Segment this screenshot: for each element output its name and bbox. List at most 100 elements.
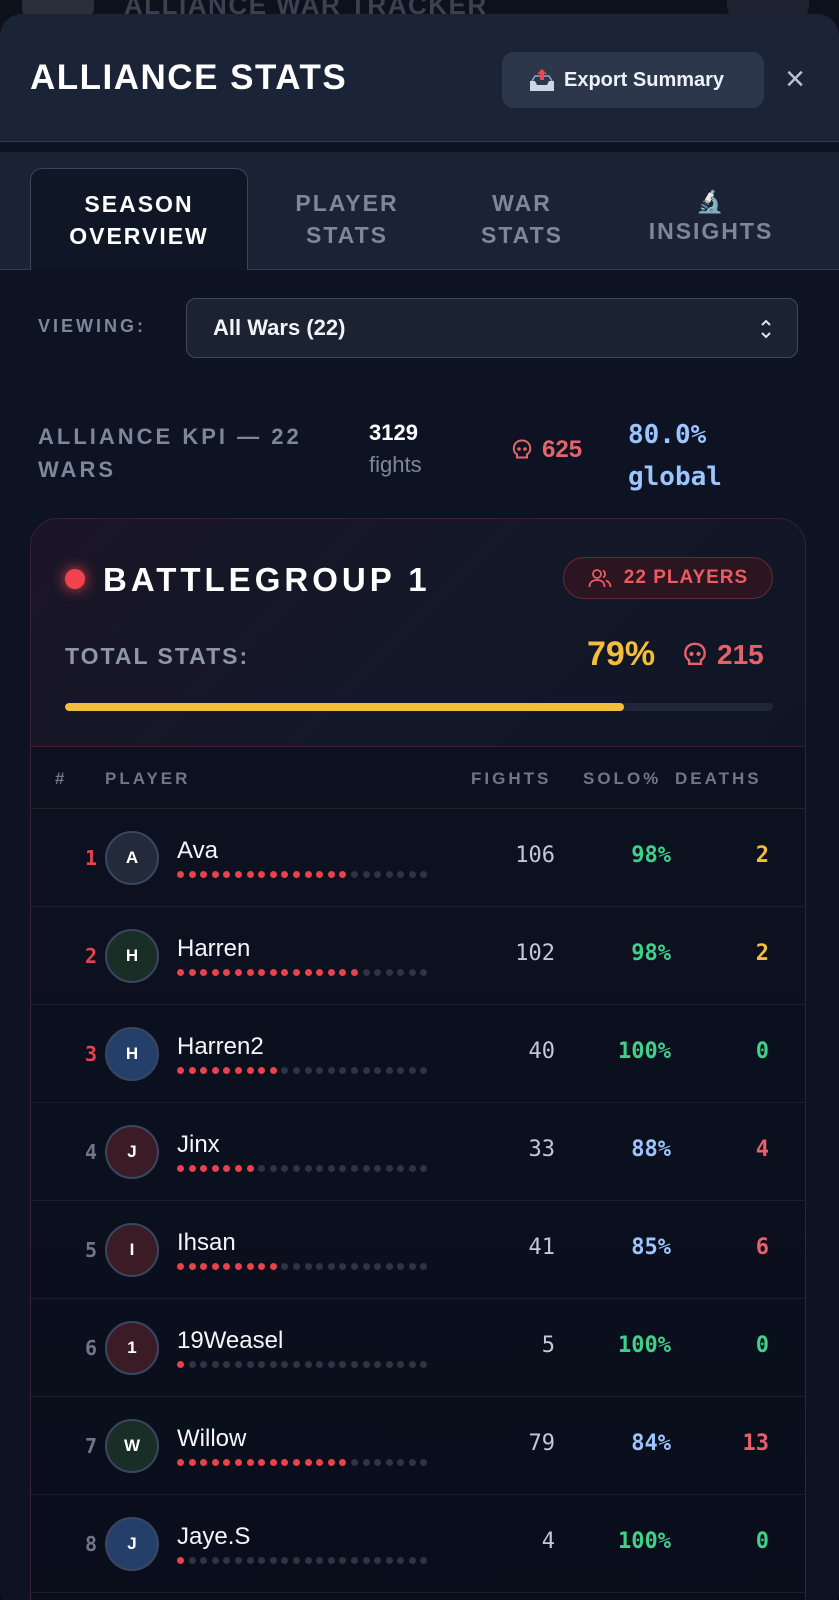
activity-dot (350, 1361, 358, 1368)
activity-dot (200, 1459, 208, 1466)
activity-dot (350, 1165, 358, 1172)
viewing-label: VIEWING: (38, 316, 146, 336)
kpi-global-label: global (628, 462, 722, 492)
activity-dot (408, 1263, 416, 1270)
activity-dot (177, 1459, 184, 1466)
player-fights: 5 (541, 1333, 555, 1358)
activity-dot (188, 1263, 196, 1270)
player-table: 1 A Ava 106 98% 2 2 H Harren 102 98% 2 3 H Harren2 40 10… (31, 809, 805, 1593)
player-fights: 106 (515, 843, 555, 868)
player-solo-percent: 85% (631, 1235, 671, 1260)
activity-dot (292, 871, 300, 878)
activity-dot (223, 1067, 231, 1074)
activity-dot (339, 1459, 347, 1466)
table-row[interactable]: 8 J Jaye.S 4 100% 0 (31, 1495, 805, 1593)
activity-dot (385, 1557, 393, 1564)
activity-dot (200, 1165, 208, 1172)
stats-tabs: SEASON OVERVIEW PLAYER STATS WAR STATS 🔬… (0, 152, 839, 270)
activity-dot (408, 871, 416, 878)
tab-war-stats[interactable]: WAR STATS (446, 168, 598, 270)
activity-dot (420, 1067, 428, 1074)
table-row[interactable]: 5 I Ihsan 41 85% 6 (31, 1201, 805, 1299)
activity-dot (350, 1557, 358, 1564)
activity-dot (234, 1263, 242, 1270)
modal-title: ALLIANCE STATS (30, 58, 348, 97)
player-solo-percent: 100% (618, 1529, 671, 1554)
activity-dot (292, 1557, 300, 1564)
player-rank: 8 (84, 1532, 97, 1556)
activity-dot (374, 969, 382, 976)
export-summary-button[interactable]: Export Summary (502, 52, 764, 108)
player-fights: 41 (528, 1235, 556, 1260)
col-rank: # (55, 769, 68, 788)
player-rank: 5 (84, 1238, 97, 1262)
player-rank: 1 (84, 846, 97, 870)
player-name: Ava (177, 837, 218, 864)
activity-dot (177, 871, 184, 878)
activity-dot (362, 1361, 370, 1368)
table-row[interactable]: 4 J Jinx 33 88% 4 (31, 1103, 805, 1201)
table-row[interactable]: 2 H Harren 102 98% 2 (31, 907, 805, 1005)
header-divider (0, 142, 839, 152)
activity-dot (211, 1263, 219, 1270)
activity-dot (374, 871, 382, 878)
total-stats-label: TOTAL STATS: (65, 643, 250, 669)
activity-dot (258, 1361, 266, 1368)
table-header: # PLAYER FIGHTS SOLO% DEATHS (31, 747, 805, 809)
chevron-up-down-icon (761, 319, 771, 339)
battlegroup-card: BATTLEGROUP 1 22 PLAYERS TOTAL STATS: 79… (30, 518, 806, 1600)
activity-dot (385, 1165, 393, 1172)
player-solo-percent: 100% (618, 1333, 671, 1358)
activity-dot (316, 1361, 324, 1368)
activity-dot (339, 1361, 347, 1368)
activity-dot (234, 1459, 242, 1466)
col-fights: FIGHTS (471, 769, 552, 788)
player-solo-percent: 84% (631, 1431, 671, 1456)
viewing-filter: VIEWING: All Wars (22) (0, 298, 839, 360)
activity-dot (177, 1361, 184, 1368)
activity-dot (316, 871, 324, 878)
activity-dot (281, 1361, 289, 1368)
table-row[interactable]: 1 A Ava 106 98% 2 (31, 809, 805, 907)
users-icon (588, 569, 612, 588)
kpi-label: ALLIANCE KPI — 22 WARS (38, 424, 302, 482)
activity-dot (327, 1361, 335, 1368)
player-deaths: 6 (755, 1235, 769, 1260)
activity-dot (269, 871, 277, 878)
table-row[interactable]: 6 1 19Weasel 5 100% 0 (31, 1299, 805, 1397)
player-rank: 6 (84, 1336, 97, 1360)
tab-player-stats[interactable]: PLAYER STATS (252, 168, 442, 270)
activity-dot (234, 871, 242, 878)
tab-insights[interactable]: 🔬 INSIGHTS (606, 168, 816, 270)
table-row[interactable]: 7 W Willow 79 84% 13 (31, 1397, 805, 1495)
activity-dot (339, 871, 347, 878)
activity-dot (281, 1459, 289, 1466)
player-deaths: 13 (742, 1431, 770, 1456)
close-icon[interactable]: × (785, 60, 805, 98)
tab-label-line1: WAR (492, 190, 552, 216)
activity-dot (211, 969, 219, 976)
activity-dot (223, 1361, 231, 1368)
activity-dot (188, 1361, 196, 1368)
activity-dot (246, 1459, 254, 1466)
activity-dot (200, 969, 208, 976)
activity-dot (327, 1557, 335, 1564)
activity-dot (397, 969, 405, 976)
table-row[interactable]: 3 H Harren2 40 100% 0 (31, 1005, 805, 1103)
activity-dot (327, 1459, 335, 1466)
activity-dot (408, 1361, 416, 1368)
activity-dot (374, 1067, 382, 1074)
avatar: A (105, 831, 159, 885)
tab-label-line2: INSIGHTS (648, 218, 774, 244)
tab-season-overview[interactable]: SEASON OVERVIEW (30, 168, 248, 270)
avatar: 1 (105, 1321, 159, 1375)
activity-dot (350, 1263, 358, 1270)
activity-dot (188, 871, 196, 878)
activity-dot (269, 969, 277, 976)
avatar: J (105, 1125, 159, 1179)
activity-dot (339, 1263, 347, 1270)
activity-dot (397, 1361, 405, 1368)
kpi-deaths: 625 (512, 436, 582, 464)
player-deaths: 0 (755, 1039, 769, 1064)
war-range-select[interactable]: All Wars (22) (186, 298, 798, 358)
